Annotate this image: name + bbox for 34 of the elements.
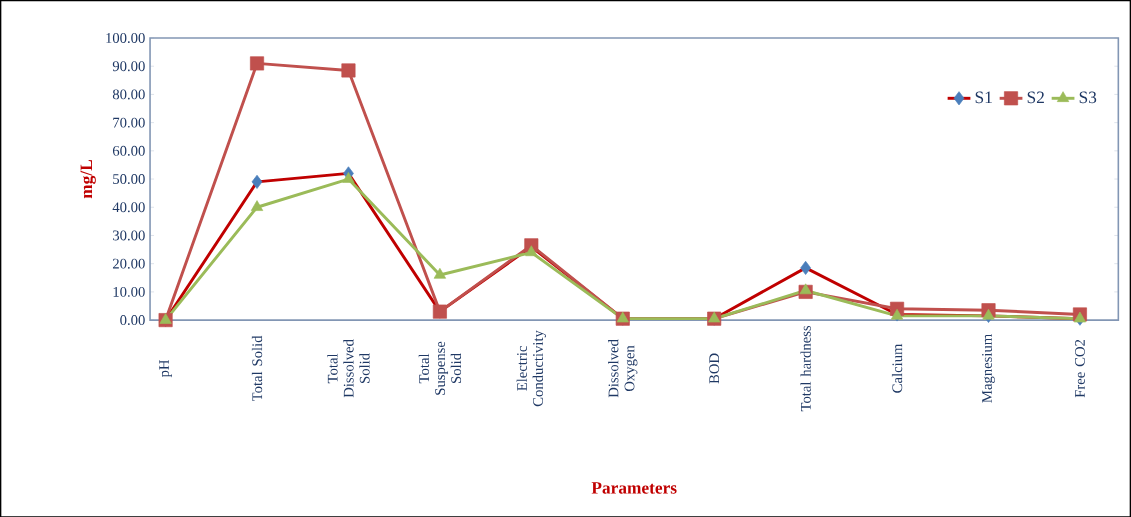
x-tick-label: Total hardness	[800, 325, 811, 412]
x-axis-title: Parameters	[591, 481, 677, 494]
point	[250, 200, 264, 211]
y-tick-label: 0.00	[120, 314, 145, 325]
x-tick-label: Magnesium	[982, 333, 995, 403]
point	[341, 63, 356, 78]
x-tick-label: Calcium	[891, 343, 903, 393]
x-tick-label: Free CO2	[1075, 339, 1085, 398]
x-tick-label: BOD	[709, 353, 720, 384]
y-tick-label: 80.00	[112, 89, 145, 100]
legend-label: S1	[975, 91, 992, 103]
y-tick-label: 20.00	[112, 258, 145, 269]
y-tick-label: 40.00	[112, 202, 145, 213]
x-tick-label: pH	[159, 359, 172, 377]
x-tick-label: Dissolved Oxygen	[608, 339, 638, 398]
y-tick-label: 50.00	[113, 173, 145, 184]
point	[799, 283, 812, 294]
point	[525, 245, 538, 256]
x-tick-label: Total Solid	[251, 335, 263, 401]
y-axis-title: mg/L	[80, 159, 96, 199]
x-tick-label: Electric Conductivity	[516, 329, 546, 406]
point	[342, 171, 355, 183]
y-tick-label: 60.00	[112, 145, 145, 156]
y-tick-label: 70.00	[113, 117, 145, 128]
y-tick-label: 30.00	[113, 230, 145, 241]
point	[250, 56, 265, 71]
point	[433, 267, 447, 279]
y-tick-label: 10.00	[113, 286, 145, 297]
legend-label: S3	[1079, 91, 1097, 103]
x-tick-label: Total Suspense Solid	[418, 341, 462, 395]
y-tick-label: 90.00	[112, 61, 145, 71]
legend-label: S2	[1027, 91, 1044, 103]
x-tick-label: Total Dissolved Solid	[327, 339, 370, 398]
y-tick-label: 100.00	[106, 32, 145, 43]
